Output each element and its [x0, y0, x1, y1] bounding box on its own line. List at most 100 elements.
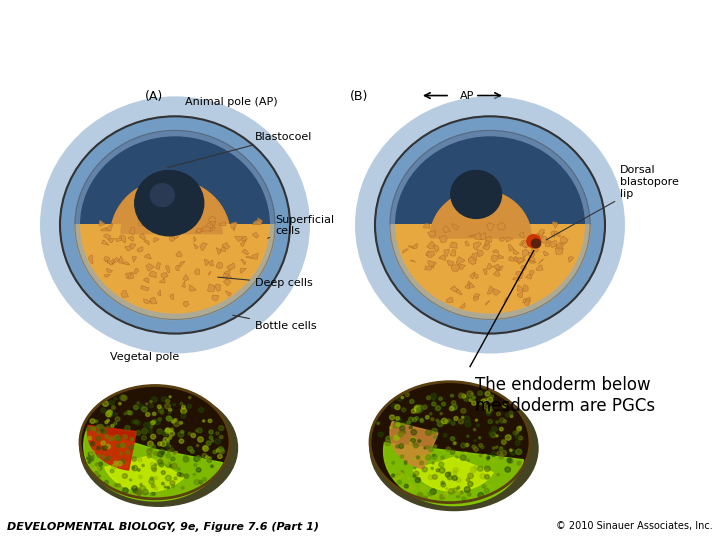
Circle shape [416, 456, 419, 459]
Polygon shape [498, 254, 504, 259]
Circle shape [441, 418, 447, 424]
Polygon shape [561, 236, 568, 244]
Circle shape [428, 492, 432, 496]
Circle shape [166, 416, 171, 421]
Circle shape [413, 474, 416, 477]
Polygon shape [133, 268, 138, 274]
Circle shape [505, 467, 510, 472]
Circle shape [508, 458, 513, 463]
Circle shape [122, 474, 127, 478]
Circle shape [152, 468, 156, 471]
Polygon shape [426, 251, 432, 256]
Polygon shape [553, 232, 560, 237]
Circle shape [438, 397, 442, 400]
Circle shape [174, 421, 179, 427]
Circle shape [152, 420, 156, 423]
Circle shape [117, 461, 122, 466]
Polygon shape [504, 297, 507, 301]
Ellipse shape [370, 382, 530, 503]
Circle shape [177, 472, 181, 476]
Circle shape [433, 399, 435, 401]
Polygon shape [426, 251, 435, 258]
Circle shape [464, 416, 469, 422]
Ellipse shape [80, 386, 230, 499]
Polygon shape [556, 242, 564, 251]
Polygon shape [241, 236, 247, 242]
Circle shape [415, 477, 420, 483]
Polygon shape [534, 233, 540, 240]
Circle shape [189, 396, 191, 399]
Polygon shape [205, 223, 213, 229]
Circle shape [415, 406, 420, 412]
Circle shape [181, 414, 186, 418]
Circle shape [517, 461, 521, 465]
Polygon shape [145, 254, 151, 259]
Circle shape [180, 473, 184, 477]
Polygon shape [482, 242, 490, 250]
Circle shape [184, 474, 189, 478]
Polygon shape [526, 274, 532, 279]
Circle shape [216, 432, 219, 435]
Circle shape [150, 477, 153, 480]
Circle shape [507, 458, 511, 462]
Circle shape [110, 469, 114, 473]
Circle shape [396, 445, 400, 448]
Circle shape [168, 408, 171, 411]
Polygon shape [109, 238, 114, 242]
Circle shape [500, 418, 505, 423]
Circle shape [414, 406, 420, 411]
Text: Animal pole (AP): Animal pole (AP) [185, 97, 278, 107]
Circle shape [102, 455, 104, 458]
Circle shape [465, 421, 471, 427]
Circle shape [418, 492, 423, 498]
Text: The endoderm below
mesdoderm are PGCs: The endoderm below mesdoderm are PGCs [475, 376, 655, 415]
Circle shape [135, 171, 204, 236]
Polygon shape [151, 219, 154, 225]
Polygon shape [516, 258, 524, 262]
Circle shape [454, 442, 456, 444]
Circle shape [133, 489, 138, 493]
Circle shape [93, 467, 97, 471]
Text: Dorsal
blastopore
lip: Dorsal blastopore lip [546, 165, 679, 240]
Circle shape [464, 395, 466, 397]
Circle shape [450, 450, 455, 454]
Circle shape [194, 463, 197, 467]
Circle shape [174, 477, 177, 480]
Circle shape [88, 436, 91, 440]
Circle shape [500, 427, 503, 431]
Polygon shape [473, 297, 479, 301]
Circle shape [396, 436, 399, 438]
Circle shape [395, 475, 400, 480]
Circle shape [114, 422, 117, 424]
Polygon shape [485, 240, 490, 247]
Circle shape [409, 442, 412, 444]
Circle shape [171, 463, 177, 469]
Circle shape [96, 430, 99, 433]
Circle shape [441, 456, 444, 459]
Circle shape [159, 449, 165, 454]
Circle shape [377, 422, 379, 424]
Circle shape [431, 489, 436, 495]
Circle shape [485, 488, 489, 493]
Circle shape [426, 446, 429, 449]
Circle shape [423, 405, 427, 409]
Circle shape [484, 454, 487, 457]
Polygon shape [143, 299, 151, 304]
Polygon shape [439, 235, 447, 242]
Circle shape [170, 464, 173, 467]
Circle shape [513, 431, 517, 435]
Circle shape [509, 411, 513, 415]
Circle shape [152, 492, 155, 495]
Circle shape [142, 464, 144, 467]
Circle shape [87, 457, 89, 460]
Circle shape [132, 486, 138, 491]
Circle shape [480, 474, 485, 479]
Circle shape [503, 420, 506, 423]
Circle shape [451, 422, 455, 425]
Circle shape [130, 479, 132, 481]
Circle shape [135, 430, 140, 435]
Circle shape [116, 436, 121, 441]
Polygon shape [200, 243, 207, 251]
Text: Deep cells: Deep cells [217, 277, 312, 288]
Circle shape [160, 411, 163, 414]
